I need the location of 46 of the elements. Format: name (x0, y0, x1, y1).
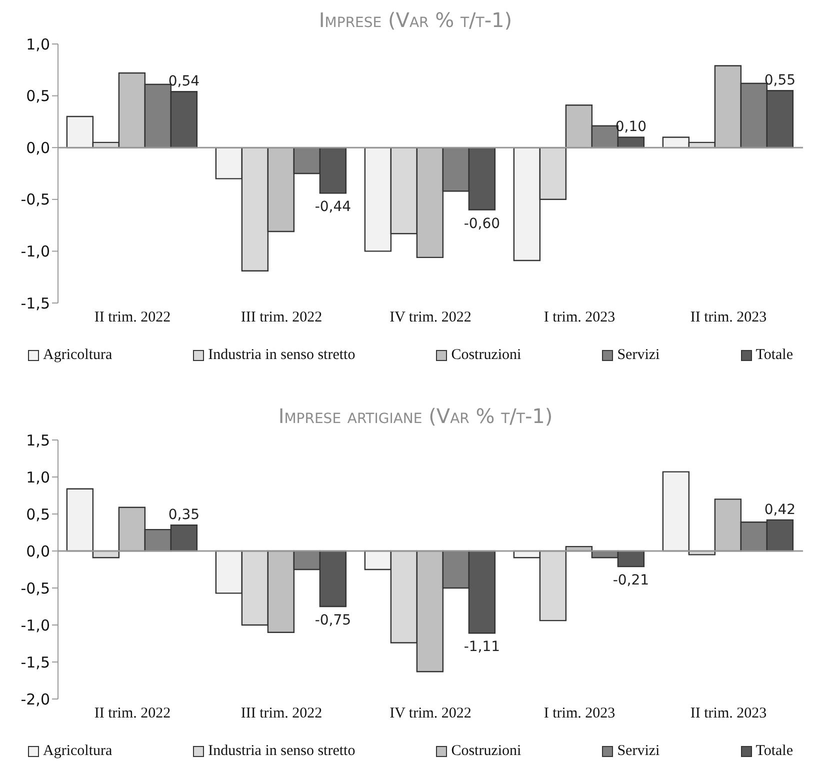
data-label: 0,42 (764, 502, 796, 518)
data-label: 0,55 (764, 72, 796, 89)
y-tick-label: -0,5 (20, 579, 50, 598)
legend-label: Agricoltura (43, 743, 112, 760)
x-tick-label: II trim. 2022 (94, 706, 171, 722)
y-tick-label: 1,0 (26, 468, 50, 486)
data-label: -1,11 (464, 639, 500, 656)
y-tick-label: 0,5 (26, 505, 50, 524)
x-tick-label: II trim. 2023 (690, 310, 767, 326)
y-tick-label: 0,5 (26, 87, 50, 106)
legend-label: Costruzioni (451, 347, 522, 364)
y-tick-label: -1,0 (20, 242, 50, 261)
legend-label: Agricoltura (43, 347, 112, 364)
x-tick-label: I trim. 2023 (544, 310, 616, 326)
legend-label: Servizi (617, 347, 660, 364)
x-tick-label: II trim. 2022 (94, 310, 171, 326)
y-tick-label: 0,0 (26, 138, 50, 157)
data-label: -0,44 (314, 199, 352, 216)
legend-label: Totale (756, 347, 793, 364)
chart-title: Imprese (Var % t/t-1) (318, 8, 514, 34)
x-tick-label: II trim. 2023 (690, 706, 767, 722)
y-tick-label: -2,0 (20, 690, 50, 708)
x-tick-label: III trim. 2022 (240, 310, 322, 326)
legend-label: Totale (756, 743, 793, 760)
y-tick-label: 1,5 (26, 431, 50, 450)
y-tick-label: 1,0 (26, 35, 50, 54)
x-tick-label: IV trim. 2022 (390, 310, 472, 326)
y-tick-label: -1,0 (20, 616, 50, 634)
data-label: -0,75 (314, 612, 352, 628)
data-label: -0,21 (612, 572, 650, 589)
data-label: 0,35 (168, 507, 200, 524)
y-tick-label: -1,5 (20, 653, 50, 672)
y-tick-label: -0,5 (20, 190, 50, 209)
legend-label: Industria in senso stretto (208, 347, 356, 364)
x-tick-label: III trim. 2022 (240, 706, 322, 722)
y-tick-label: -1,5 (20, 294, 50, 312)
legend-label: Costruzioni (451, 743, 522, 760)
data-label: -0,60 (464, 216, 500, 232)
legend-label: Servizi (617, 743, 660, 760)
data-label: 0,10 (615, 119, 647, 136)
data-label: 0,54 (168, 74, 200, 90)
x-tick-label: IV trim. 2022 (390, 706, 472, 722)
chart-title: Imprese artigiane (Var % t/t-1) (277, 404, 554, 430)
y-tick-label: 0,0 (26, 542, 50, 560)
legend-label: Industria in senso stretto (208, 743, 356, 760)
x-tick-label: I trim. 2023 (544, 706, 616, 722)
